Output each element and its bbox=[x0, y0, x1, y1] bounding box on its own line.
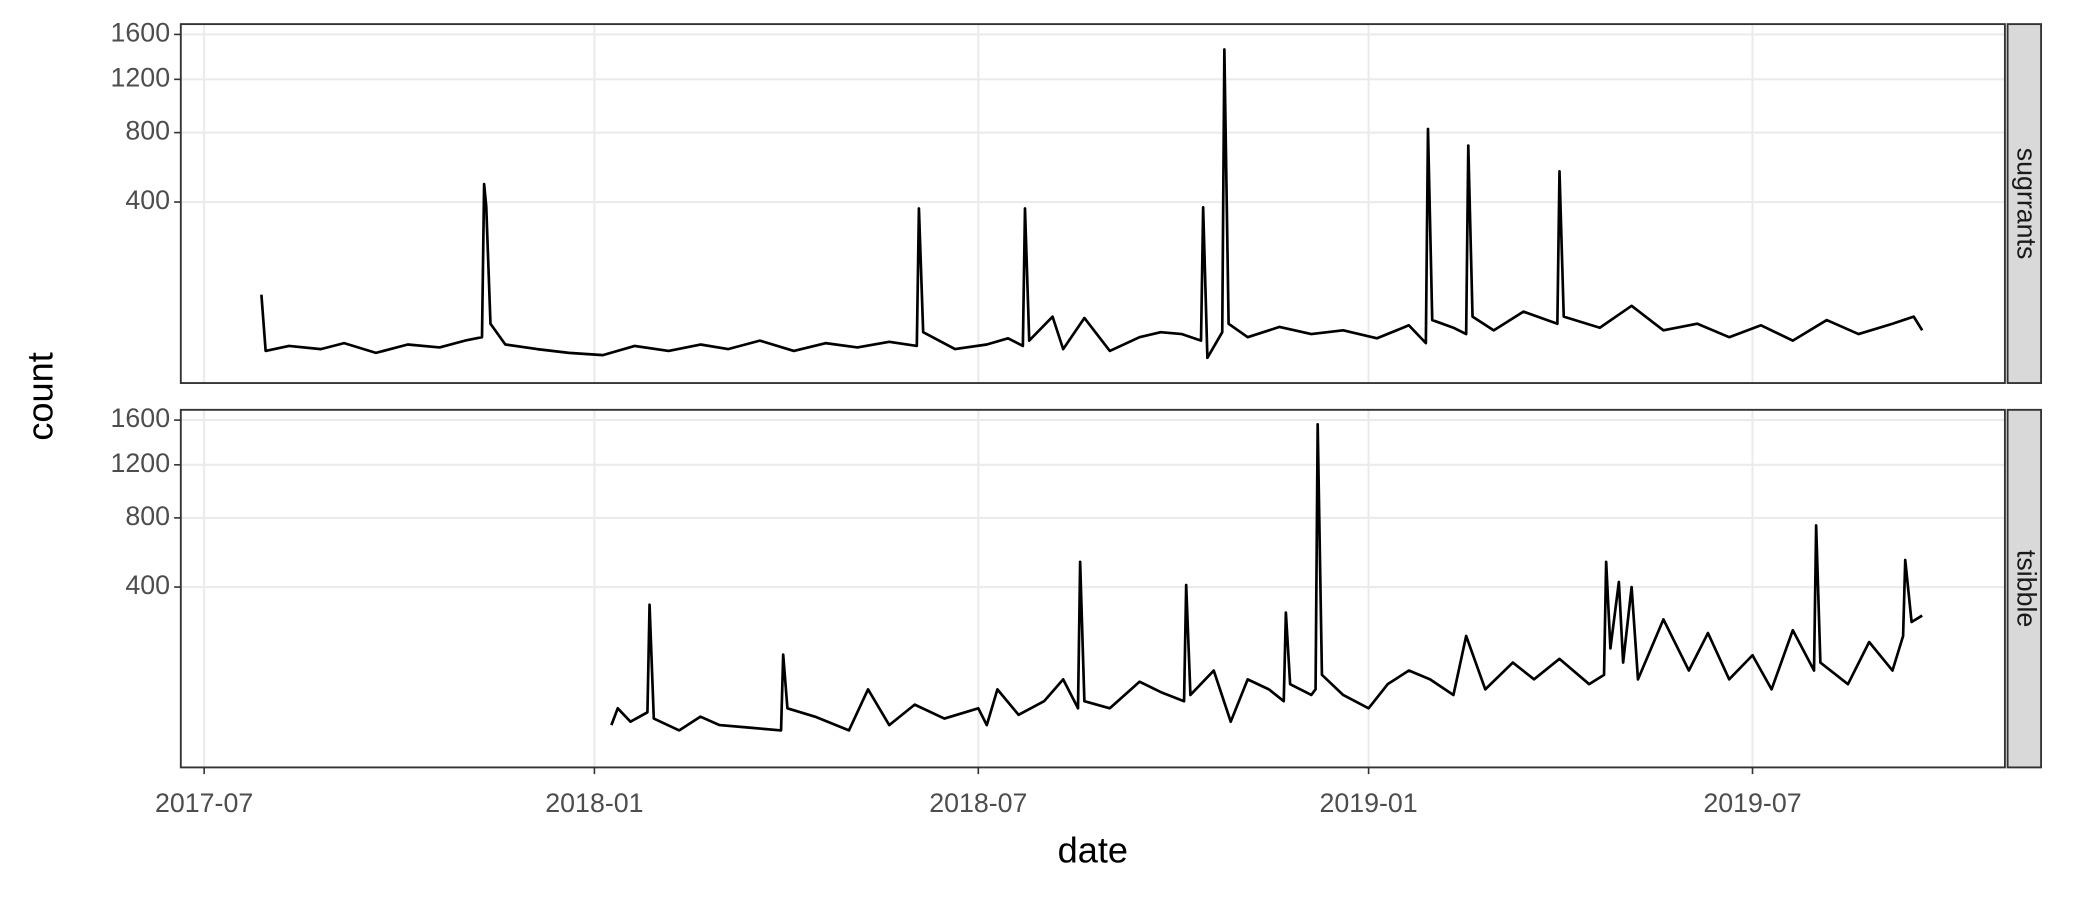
y-tick-label: 1600 bbox=[111, 403, 171, 433]
facet-strip bbox=[2006, 408, 2043, 769]
y-tick-label: 1200 bbox=[111, 62, 171, 92]
x-tick-label: 2018-01 bbox=[545, 788, 643, 818]
x-tick-label: 2019-01 bbox=[1319, 788, 1417, 818]
panel-border bbox=[179, 408, 2006, 769]
series-line bbox=[260, 48, 1924, 360]
y-tick-label: 800 bbox=[125, 116, 170, 146]
y-tick-label: 800 bbox=[125, 501, 170, 531]
facet-label: sugrrants bbox=[2011, 148, 2041, 260]
panel-border bbox=[179, 23, 2006, 384]
y-tick-label: 1600 bbox=[111, 18, 171, 48]
panel-background bbox=[180, 409, 2005, 768]
y-axis-label: count bbox=[19, 352, 60, 440]
series-line bbox=[610, 422, 1923, 732]
y-tick-label: 400 bbox=[125, 570, 170, 600]
facet-label: tsibble bbox=[2011, 550, 2041, 627]
y-tick-label: 1200 bbox=[111, 448, 171, 478]
x-axis-label: date bbox=[1058, 830, 1128, 871]
facet-strip bbox=[2006, 23, 2043, 384]
x-tick-label: 2019-07 bbox=[1703, 788, 1801, 818]
x-tick-label: 2018-07 bbox=[929, 788, 1027, 818]
y-tick-label: 400 bbox=[125, 185, 170, 215]
x-tick-label: 2017-07 bbox=[155, 788, 253, 818]
